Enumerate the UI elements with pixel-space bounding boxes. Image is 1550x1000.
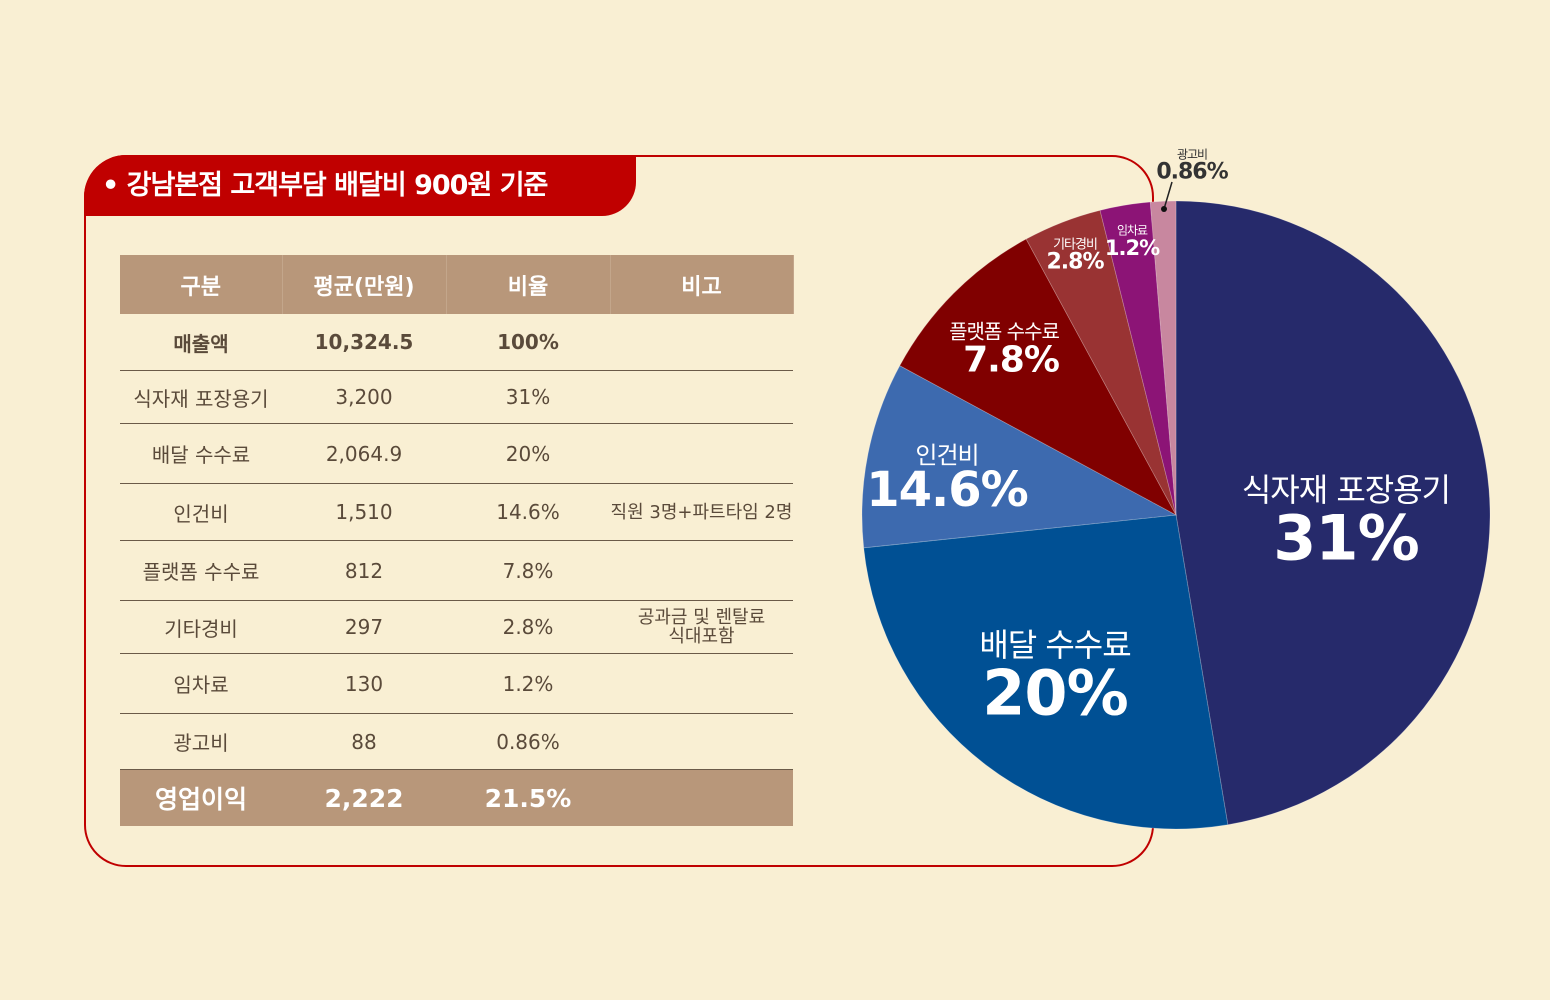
- cell-average: 88: [282, 713, 446, 770]
- slice-value-label: 14.6%: [866, 462, 1029, 518]
- table-row: 광고비 88 0.86%: [120, 713, 793, 770]
- leader-dot: [1161, 206, 1167, 212]
- table-header-row: 구분 평균(만원) 비율 비고: [120, 255, 794, 314]
- cell-note: [610, 314, 793, 371]
- cell-ratio: 20%: [446, 423, 610, 484]
- pie-slice: [1099, 201, 1177, 516]
- cell-category: 매출액: [120, 314, 282, 371]
- header-average: 평균(만원): [282, 255, 447, 314]
- pie-slice: [863, 514, 1229, 830]
- cell-note: 공과금 및 렌탈료 식대포함: [610, 600, 793, 654]
- cell-note: [610, 370, 793, 424]
- slice-value-label: 20%: [982, 656, 1128, 730]
- cell-average: 812: [282, 540, 446, 601]
- cell-average: 130: [282, 653, 446, 714]
- section-title: • 강남본점 고객부담 배달비 900원 기준: [84, 155, 636, 216]
- leader-line: [1163, 181, 1173, 210]
- cell-ratio: 1.2%: [446, 653, 610, 714]
- table-row: 임차료 130 1.2%: [120, 653, 793, 714]
- slice-value-label: 7.8%: [963, 339, 1060, 381]
- total-ratio: 21.5%: [446, 769, 610, 826]
- table-row: 식자재 포장용기 3,200 31%: [120, 370, 793, 424]
- table-row: 배달 수수료 2,064.9 20%: [120, 423, 793, 484]
- cell-category: 식자재 포장용기: [120, 370, 282, 424]
- pie-slice: [861, 365, 1178, 549]
- cell-category: 기타경비: [120, 600, 282, 654]
- slice-label: 광고비: [1176, 147, 1208, 162]
- total-category: 영업이익: [120, 769, 282, 826]
- slice-label: 기타경비: [1053, 237, 1098, 253]
- slice-value-label: 1.2%: [1104, 236, 1160, 260]
- cell-ratio: 0.86%: [446, 713, 610, 770]
- table-row: 기타경비 297 2.8% 공과금 및 렌탈료 식대포함: [120, 600, 793, 654]
- cell-average: 10,324.5: [282, 314, 446, 371]
- pie-slice: [1025, 209, 1177, 516]
- cell-category: 배달 수수료: [120, 423, 282, 484]
- slice-value-label: 0.86%: [1156, 159, 1228, 185]
- header-ratio: 비율: [446, 255, 611, 314]
- cell-note: 직원 3명+파트타임 2명: [610, 483, 793, 541]
- cell-ratio: 14.6%: [446, 483, 610, 541]
- slice-label: 배달 수수료: [979, 626, 1131, 664]
- slice-value-label: 31%: [1273, 501, 1419, 575]
- cost-table: 구분 평균(만원) 비율 비고 매출액 10,324.5 100% 식자재 포장용기 3,20…: [120, 255, 794, 826]
- total-note: [610, 769, 793, 826]
- cell-ratio: 31%: [446, 370, 610, 424]
- slice-label: 임차료: [1116, 223, 1148, 238]
- cell-category: 인건비: [120, 483, 282, 541]
- cell-average: 2,064.9: [282, 423, 446, 484]
- cell-category: 플랫폼 수수료: [120, 540, 282, 601]
- table-row: 인건비 1,510 14.6% 직원 3명+파트타임 2명: [120, 483, 793, 541]
- header-category: 구분: [120, 255, 283, 314]
- slice-label: 플랫폼 수수료: [949, 319, 1060, 344]
- cell-average: 297: [282, 600, 446, 654]
- cell-ratio: 100%: [446, 314, 610, 371]
- pie-slice: [1149, 200, 1177, 516]
- cell-ratio: 7.8%: [446, 540, 610, 601]
- pie-slice: [899, 238, 1177, 516]
- cell-note: [610, 713, 793, 770]
- cell-category: 광고비: [120, 713, 282, 770]
- slice-value-label: 2.8%: [1046, 249, 1104, 275]
- cell-average: 3,200: [282, 370, 446, 424]
- cell-average: 1,510: [282, 483, 446, 541]
- slice-label: 인건비: [915, 441, 979, 470]
- cell-note: [610, 423, 793, 484]
- cell-note: [610, 653, 793, 714]
- cell-ratio: 2.8%: [446, 600, 610, 654]
- cell-note: [610, 540, 793, 601]
- table-row: 매출액 10,324.5 100%: [120, 314, 793, 371]
- slice-label: 식자재 포장용기: [1241, 471, 1451, 509]
- total-row: 영업이익 2,222 21.5%: [120, 769, 793, 826]
- header-note: 비고: [610, 255, 794, 314]
- table-row: 플랫폼 수수료 812 7.8%: [120, 540, 793, 601]
- total-average: 2,222: [282, 769, 446, 826]
- pie-slice: [1175, 200, 1491, 826]
- cell-category: 임차료: [120, 653, 282, 714]
